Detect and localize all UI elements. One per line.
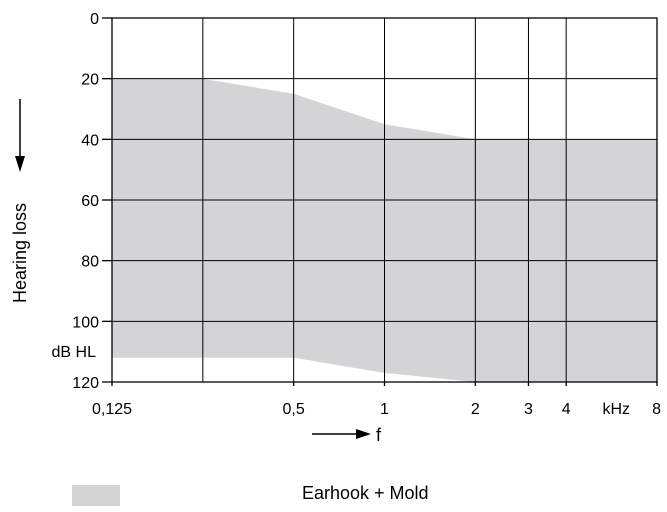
y-axis-ticks: 0 20 40 60 80 100 120 xyxy=(72,11,112,392)
y-tick-label: 60 xyxy=(81,193,99,210)
x-tick-label: 2 xyxy=(471,401,480,418)
y-tick-label: 0 xyxy=(90,11,99,28)
x-tick-label: 0,125 xyxy=(92,401,132,418)
y-tick-label: 100 xyxy=(72,314,99,331)
y-axis-label: Hearing loss xyxy=(10,203,30,303)
x-tick-label: 8 xyxy=(652,401,661,418)
legend-label-earhook-mold: Earhook + Mold xyxy=(302,483,429,503)
y-axis-title: Hearing loss xyxy=(10,99,30,303)
down-arrow-icon xyxy=(15,99,25,172)
y-tick-label: 20 xyxy=(81,72,99,89)
y-unit-label: dB HL xyxy=(52,344,97,361)
y-tick-label: 120 xyxy=(72,375,99,392)
x-tick-label: 0,5 xyxy=(283,401,305,418)
x-axis-label: f xyxy=(376,425,382,445)
y-tick-label: 40 xyxy=(81,132,99,149)
y-tick-label: 80 xyxy=(81,254,99,271)
right-arrow-icon xyxy=(312,429,371,439)
x-tick-label: 1 xyxy=(380,401,389,418)
legend-swatch-earhook-mold xyxy=(72,485,120,506)
x-tick-label: 4 xyxy=(562,401,571,418)
x-unit-label: kHz xyxy=(602,401,630,418)
grid xyxy=(112,18,657,382)
x-axis-ticks: 0,125 0,5 1 2 3 4 8 xyxy=(92,382,661,418)
x-tick-label: 3 xyxy=(524,401,533,418)
x-axis-title: f xyxy=(312,425,382,445)
legend: Earhook + Mold xyxy=(72,483,632,511)
